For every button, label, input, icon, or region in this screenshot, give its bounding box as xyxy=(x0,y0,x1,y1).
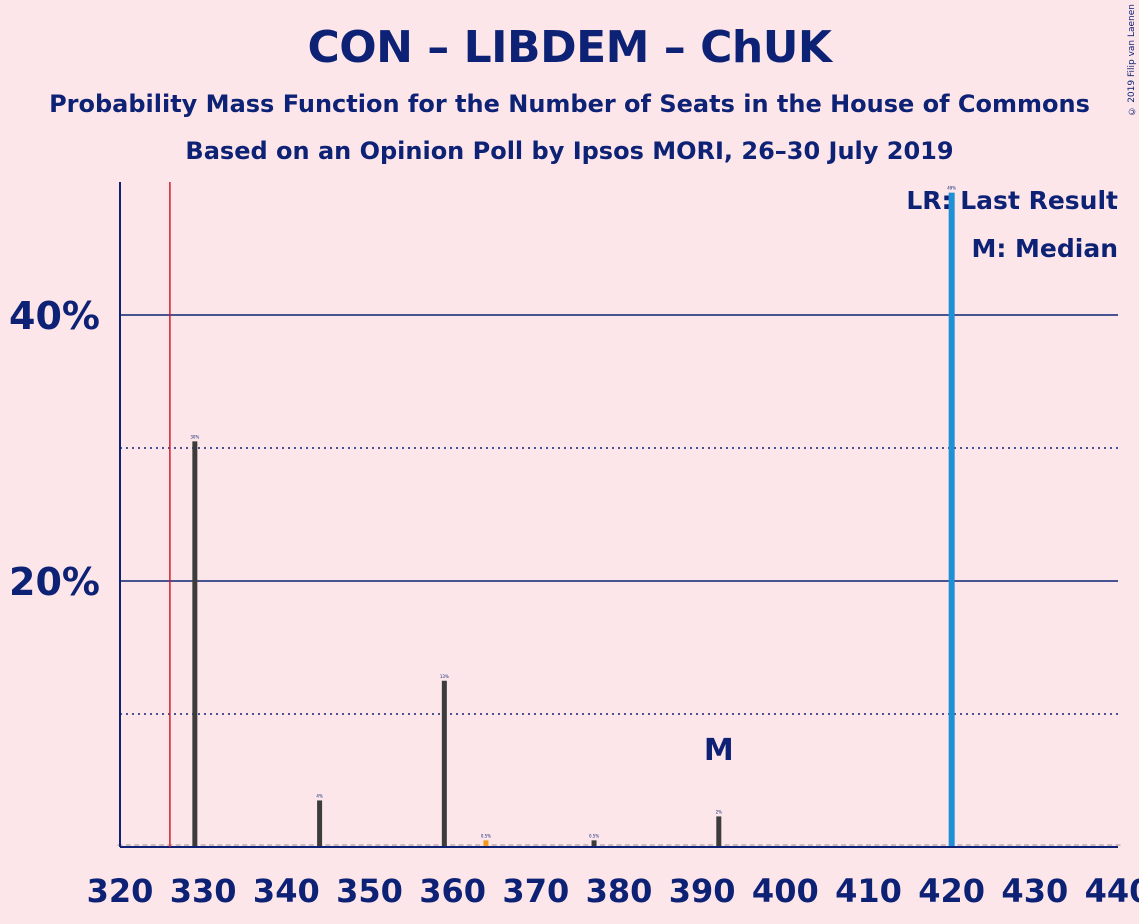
bar-420 xyxy=(948,192,955,847)
bar-377 xyxy=(591,840,597,847)
x-tick-label: 360 xyxy=(419,872,486,910)
x-tick-label: 350 xyxy=(336,872,403,910)
x-tick-label: 400 xyxy=(752,872,819,910)
x-tick-label: 390 xyxy=(669,872,736,910)
bar-392 xyxy=(716,816,722,847)
x-tick-label: 340 xyxy=(253,872,320,910)
bar-label: 30% xyxy=(190,434,199,439)
x-tick-label: 380 xyxy=(586,872,653,910)
bar-label: 13% xyxy=(440,674,449,679)
x-axis-labels: 320 330 340 350 360 370 380 390 400 410 420 430 440 xyxy=(87,872,1139,910)
bar-label: 4% xyxy=(316,793,323,798)
legend-last-result: LR: Last Result xyxy=(906,186,1118,215)
chart-subtitle: Probability Mass Function for the Number… xyxy=(49,90,1090,118)
chart-source-line: Based on an Opinion Poll by Ipsos MORI, … xyxy=(185,137,954,165)
grid-lines xyxy=(120,314,1118,715)
x-tick-label: 440 xyxy=(1085,872,1139,910)
bar-364 xyxy=(483,840,489,847)
x-tick-label: 320 xyxy=(87,872,154,910)
chart-title: CON – LIBDEM – ChUK xyxy=(307,22,832,73)
bar-label: 49% xyxy=(947,186,956,191)
bar-label: 0.5% xyxy=(589,833,599,838)
x-tick-label: 430 xyxy=(1001,872,1068,910)
bar-344 xyxy=(317,800,323,847)
bars: 30% 4% 13% 0.5% 0.5% 2% 49% xyxy=(117,186,1121,847)
x-tick-label: 370 xyxy=(502,872,569,910)
x-tick-label: 330 xyxy=(170,872,237,910)
bar-label: 0.5% xyxy=(481,833,491,838)
bar-329 xyxy=(192,441,198,847)
y-tick-label: 40% xyxy=(9,294,100,338)
bar-label: 2% xyxy=(716,809,723,814)
legend-median: M: Median xyxy=(971,234,1118,263)
bar-359 xyxy=(441,680,447,847)
y-axis-labels: 20% 40% xyxy=(9,294,100,604)
median-marker: M xyxy=(704,733,734,768)
x-tick-label: 420 xyxy=(918,872,985,910)
x-tick-label: 410 xyxy=(835,872,902,910)
y-tick-label: 20% xyxy=(9,560,100,604)
